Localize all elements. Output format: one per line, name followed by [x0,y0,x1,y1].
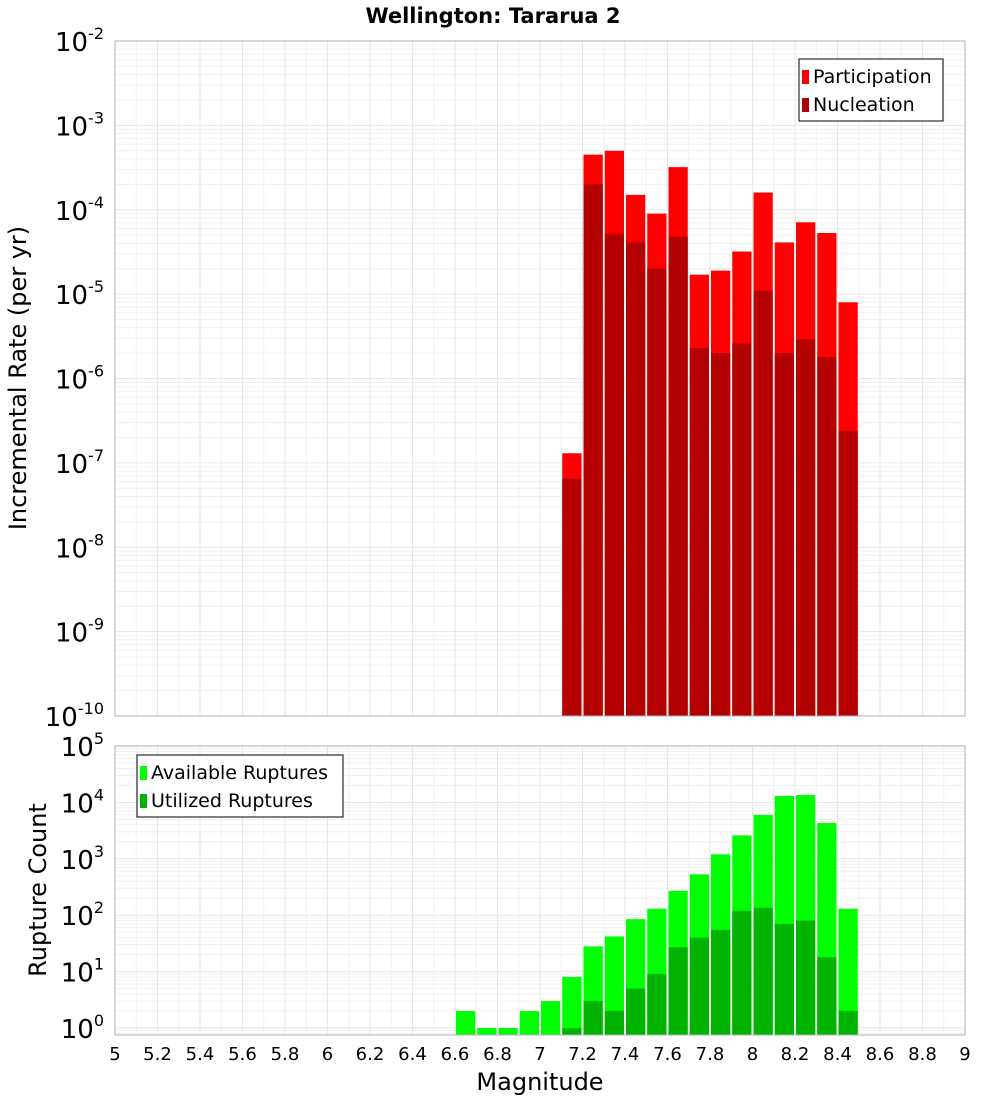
y-tick-label: 102 [61,898,104,932]
x-tick-label: 7.8 [696,1044,725,1065]
plot-border [114,40,966,717]
bar-overlay-8-05 [753,907,773,1035]
top-y-axis-label: Incremental Rate (per yr) [4,226,32,530]
y-tick-label: 104 [61,785,104,819]
bar-overlay-8-25 [796,920,816,1035]
x-tick-label: 7 [534,1044,545,1065]
bar-overlay-7-95 [732,910,752,1035]
bar-overlay-8-05 [753,290,773,716]
x-tick-label: 6 [322,1044,333,1065]
bar-overlay-7-25 [583,1001,603,1035]
x-tick-label: 9 [959,1044,970,1065]
x-tick-label: 6.2 [356,1044,385,1065]
legend-swatch [802,98,809,112]
y-tick-label: 10-8 [55,530,104,564]
y-tick-label: 10-4 [55,193,104,227]
x-axis-label: Magnitude [476,1068,603,1096]
x-tick-label: 8.8 [908,1044,937,1065]
bar-overlay-7-85 [711,353,731,716]
bar-overlay-7-45 [626,988,646,1035]
legend-box [798,58,944,122]
legend: Available Ruptures Utilized Ruptures [136,754,344,818]
bar-overlay-8-15 [774,353,794,716]
bar-overlay-8-25 [796,339,816,716]
bar-overlay-7-45 [626,242,646,716]
bar-overlay-7-35 [604,233,624,716]
y-tick-label: 10-9 [55,615,104,649]
bar-overlay-7-65 [668,947,688,1035]
x-tick-label: 5.8 [271,1044,300,1065]
y-tick-label: 10-7 [55,446,104,480]
bar-overlay-7-85 [711,929,731,1035]
bar-overlay-7-75 [689,347,709,716]
bar-overlay-8-35 [817,957,837,1035]
x-tick-label: 8 [747,1044,758,1065]
bar-7-15 [562,977,582,1035]
y-tick-label: 10-5 [55,277,104,311]
bar-overlay-7-75 [689,937,709,1035]
bar-overlay-7-25 [583,184,603,717]
x-tick-label: 6.4 [398,1044,427,1065]
bar-overlay-8-15 [774,923,794,1035]
y-tick-label: 100 [61,1011,104,1045]
bar-7-05 [541,1001,561,1035]
y-tick-label: 10-3 [55,108,104,142]
bar-overlay-7-15 [562,478,582,716]
top-plot: 10-10 10-9 10-8 10-7 10-6 10-5 10-4 10-3 10-2 Par… [45,24,966,733]
x-tick-label: 7.2 [568,1044,597,1065]
y-tick-label: 10-2 [55,24,104,58]
plot-border [114,745,966,1036]
bar-overlay-7-35 [604,1010,624,1035]
legend: Participation Nucleation [798,58,944,122]
x-tick-label: 6.8 [483,1044,512,1065]
x-tick-label: 8.6 [866,1044,895,1065]
bottom-y-axis-label: Rupture Count [24,803,52,977]
bar-overlay-8-45 [838,1010,858,1035]
x-tick-label: 5.4 [186,1044,215,1065]
x-tick-label: 8.4 [823,1044,852,1065]
y-tick-label: 105 [61,729,104,763]
x-tick-label: 6.6 [441,1044,470,1065]
x-tick-label: 7.4 [611,1044,640,1065]
legend-label: Participation [813,66,932,88]
y-tick-label: 103 [61,842,104,876]
bar-overlay-7-15 [562,1027,582,1035]
bar-6-85 [498,1027,518,1035]
x-tick-label: 5.2 [143,1044,172,1065]
x-tick-label: 8.2 [781,1044,810,1065]
legend-label: Nucleation [813,94,915,116]
x-tick-label: 7.6 [653,1044,682,1065]
legend-label: Available Ruptures [151,762,328,784]
x-tick-label: 5 [109,1044,120,1065]
bar-overlay-7-65 [668,236,688,716]
legend-swatch [140,794,147,808]
bottom-plot: 100 101 102 103 104 105 Available Ruptures Util… [61,729,971,1065]
legend-box [136,754,344,818]
y-tick-label: 101 [61,955,104,989]
x-tick-label: 5.6 [228,1044,257,1065]
bar-6-95 [519,1010,539,1035]
bar-6-75 [477,1027,497,1035]
bar-overlay-8-35 [817,356,837,716]
bar-overlay-7-95 [732,343,752,716]
bar-overlay-8-45 [838,430,858,716]
bar-overlay-7-55 [647,974,667,1035]
bar-7-35 [604,936,624,1035]
legend-label: Utilized Ruptures [151,790,313,812]
bar-6-65 [456,1010,476,1035]
legend-swatch [802,70,809,84]
bar-8-45 [838,908,858,1035]
legend-swatch [140,766,147,780]
chart-title: Wellington: Tararua 2 [365,4,620,28]
y-tick-label: 10-6 [55,362,104,396]
bar-overlay-7-55 [647,268,667,716]
y-tick-label: 10-10 [45,699,104,733]
